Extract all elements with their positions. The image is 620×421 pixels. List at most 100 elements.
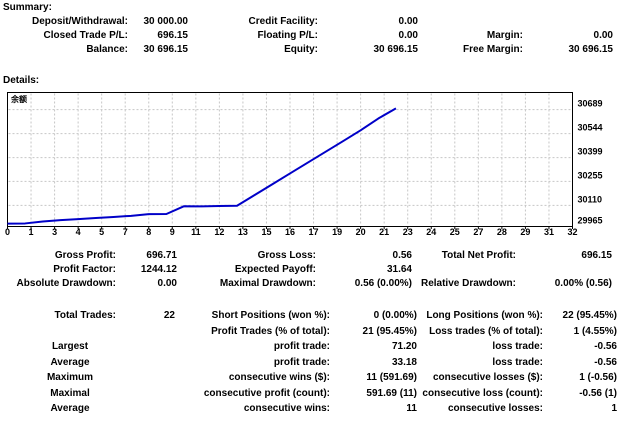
stat-label: Free Margin: xyxy=(462,44,523,55)
x-tick-label: 13 xyxy=(238,227,248,237)
x-tick-label: 23 xyxy=(403,227,413,237)
stat-value: 0.00 xyxy=(398,30,418,41)
stat-value: 30 696.15 xyxy=(568,44,614,55)
stats-row: Profit Factor: 1244.12 Expected Payoff: 31.… xyxy=(0,263,620,277)
stat-label: loss trade: xyxy=(492,341,543,352)
x-tick-label: 5 xyxy=(99,227,104,237)
stat-value: 30 696.15 xyxy=(143,44,189,55)
stat-label: Deposit/Withdrawal: xyxy=(31,16,128,27)
stat-value: -0.56 xyxy=(594,356,617,368)
stat-label: Average xyxy=(50,403,90,414)
stat-value: 31.64 xyxy=(386,264,412,275)
details-section-title: Details: xyxy=(3,75,40,86)
chart-legend-balance: 余额 xyxy=(10,94,27,104)
stat-label: Relative Drawdown: xyxy=(420,278,516,289)
stat-label: profit trade: xyxy=(273,356,330,368)
stat-value: 696.15 xyxy=(581,250,612,261)
y-tick-label: 30399 xyxy=(578,147,603,157)
stats-row: Deposit/Withdrawal: 30 000.00 Credit Facil… xyxy=(0,15,620,29)
x-tick-label: 12 xyxy=(214,227,224,237)
stat-label: Short Positions (won %): xyxy=(211,310,330,321)
y-tick-label: 29965 xyxy=(578,216,603,226)
stat-label: consecutive losses: xyxy=(447,403,543,414)
balance-line xyxy=(7,107,397,225)
stats-row: Average consecutive wins: 11 consecutive lo… xyxy=(0,402,620,416)
stat-value: 1 xyxy=(611,403,617,414)
stat-label: consecutive loss (count): xyxy=(422,387,543,399)
stat-label: consecutive wins ($): xyxy=(228,372,330,383)
stat-value: -0.56 (1) xyxy=(579,387,617,399)
stat-value: 696.71 xyxy=(146,250,177,261)
summary-section-title: Summary: xyxy=(3,2,52,13)
stat-value: 22 (95.45%) xyxy=(562,310,617,321)
stats-row: Total Trades: 22 Short Positions (won %): 0… xyxy=(0,309,620,323)
stat-label: consecutive profit (count): xyxy=(203,387,330,399)
x-tick-label: 17 xyxy=(309,227,319,237)
stat-value: 30 000.00 xyxy=(143,16,189,27)
x-tick-label: 8 xyxy=(146,227,151,237)
stats-row: Maximum consecutive wins ($): 11 (591.69) c… xyxy=(0,371,620,385)
stats-row: Gross Profit: 696.71 Gross Loss: 0.56 Total … xyxy=(0,249,620,263)
stat-value: 11 (591.69) xyxy=(366,372,417,383)
x-tick-label: 15 xyxy=(261,227,271,237)
stat-label: Average xyxy=(50,356,90,368)
x-tick-label: 7 xyxy=(123,227,128,237)
x-tick-label: 21 xyxy=(379,227,389,237)
stat-label: Long Positions (won %): xyxy=(426,310,543,321)
stat-label: Profit Factor: xyxy=(53,264,116,275)
stat-label: Closed Trade P/L: xyxy=(43,30,128,41)
stat-label: consecutive losses ($): xyxy=(432,372,543,383)
stat-label: Total Net Profit: xyxy=(441,250,516,261)
stats-row: Maximal consecutive profit (count): 591.69… xyxy=(0,387,620,401)
stat-value: 1244.12 xyxy=(140,264,177,275)
balance-chart: 0 1 3 4 5 7 8 9 11 12 13 15 16 17 19 20 21 23 24 25 27 28 29 31… xyxy=(5,92,603,237)
stat-value: 591.69 (11) xyxy=(366,387,417,399)
x-tick-label: 32 xyxy=(567,227,577,237)
x-tick-label: 4 xyxy=(76,227,81,237)
stat-label: profit trade: xyxy=(273,341,330,352)
x-tick-label: 31 xyxy=(544,227,554,237)
x-tick-label: 9 xyxy=(170,227,175,237)
stats-row: Balance: 30 696.15 Equity: 30 696.15 Free Ma… xyxy=(0,43,620,57)
stats-row: Closed Trade P/L: 696.15 Floating P/L: 0.00… xyxy=(0,29,620,43)
stat-label: Total Trades: xyxy=(54,310,117,321)
stat-value: 22 xyxy=(163,310,175,321)
x-tick-label: 1 xyxy=(29,227,34,237)
y-tick-label: 30689 xyxy=(578,99,603,109)
stat-label: Maximal Drawdown: xyxy=(219,278,316,289)
stat-label: Largest xyxy=(51,341,89,352)
stat-label: loss trade: xyxy=(492,356,543,368)
stat-value: -0.56 xyxy=(594,341,617,352)
stat-value: 1 (-0.56) xyxy=(579,372,617,383)
stat-label: Loss trades (% of total): xyxy=(429,325,543,337)
stat-label: Floating P/L: xyxy=(257,30,318,41)
stats-row: Average profit trade: 33.18 loss trade: -0.5… xyxy=(0,356,620,370)
stats-row: Largest profit trade: 71.20 loss trade: -0.5… xyxy=(0,340,620,354)
stat-label: Maximum xyxy=(46,372,94,383)
stat-value: 0.00% (0.56) xyxy=(554,278,612,289)
stat-value: 21 (95.45%) xyxy=(362,325,417,337)
stat-label: Margin: xyxy=(486,30,523,41)
stat-label: Credit Facility: xyxy=(248,16,318,27)
stats-row: Profit Trades (% of total): 21 (95.45%) Lo… xyxy=(0,325,620,339)
stat-label: Balance: xyxy=(86,44,128,55)
stat-label: consecutive wins: xyxy=(243,403,330,414)
stat-value: 696.15 xyxy=(157,30,188,41)
y-tick-label: 30544 xyxy=(578,123,603,133)
stat-value: 0.56 (0.00%) xyxy=(354,278,412,289)
stat-value: 33.18 xyxy=(391,356,417,368)
stat-label: Absolute Drawdown: xyxy=(16,278,116,289)
x-tick-label: 16 xyxy=(285,227,295,237)
x-tick-label: 19 xyxy=(332,227,342,237)
x-tick-label: 20 xyxy=(356,227,366,237)
stat-label: Equity: xyxy=(284,44,318,55)
x-tick-label: 11 xyxy=(191,227,201,237)
stat-value: 0.00 xyxy=(593,30,613,41)
x-tick-label: 27 xyxy=(473,227,483,237)
stat-value: 0.00 xyxy=(398,16,418,27)
stat-value: 30 696.15 xyxy=(373,44,419,55)
x-tick-label: 28 xyxy=(497,227,507,237)
stat-value: 11 xyxy=(406,403,417,414)
stat-value: 71.20 xyxy=(391,341,417,352)
